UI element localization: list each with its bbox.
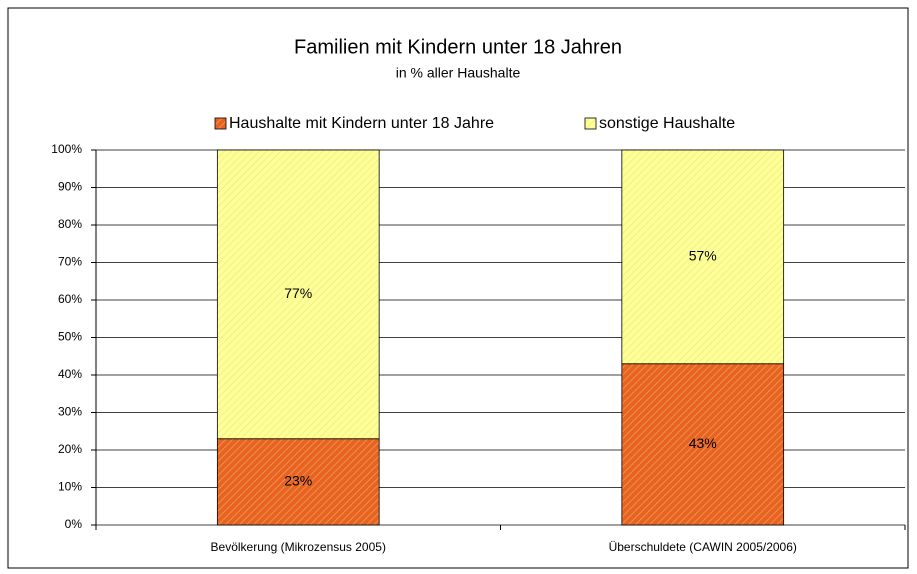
bar-segment	[621, 363, 785, 526]
data-label: 57%	[689, 248, 717, 264]
y-tick-label: 0%	[65, 517, 83, 531]
y-tick-label: 100%	[51, 142, 82, 156]
data-label: 23%	[284, 473, 312, 489]
y-tick-label: 80%	[58, 217, 82, 231]
y-tick-label: 60%	[58, 292, 82, 306]
x-tick-label: Überschuldete (CAWIN 2005/2006)	[609, 540, 797, 554]
legend-label: sonstige Haushalte	[599, 115, 735, 132]
y-tick-label: 90%	[58, 180, 82, 194]
x-tick-label: Bevölkerung (Mikrozensus 2005)	[211, 540, 386, 554]
y-tick-label: 40%	[58, 367, 82, 381]
data-label: 43%	[689, 435, 717, 451]
bar-segment	[621, 149, 785, 365]
y-tick-label: 30%	[58, 405, 82, 419]
chart-title: Familien mit Kindern unter 18 Jahren	[294, 36, 622, 58]
y-tick-label: 10%	[58, 480, 82, 494]
y-tick-label: 70%	[58, 255, 82, 269]
legend-swatch	[584, 117, 597, 130]
data-label: 77%	[284, 285, 312, 301]
y-tick-label: 20%	[58, 442, 82, 456]
y-tick-label: 50%	[58, 330, 82, 344]
bar-segment	[216, 438, 380, 526]
legend-swatch	[214, 117, 227, 130]
bar-segment	[216, 149, 380, 440]
chart-subtitle: in % aller Haushalte	[396, 65, 521, 81]
legend-label: Haushalte mit Kindern unter 18 Jahre	[229, 115, 494, 132]
